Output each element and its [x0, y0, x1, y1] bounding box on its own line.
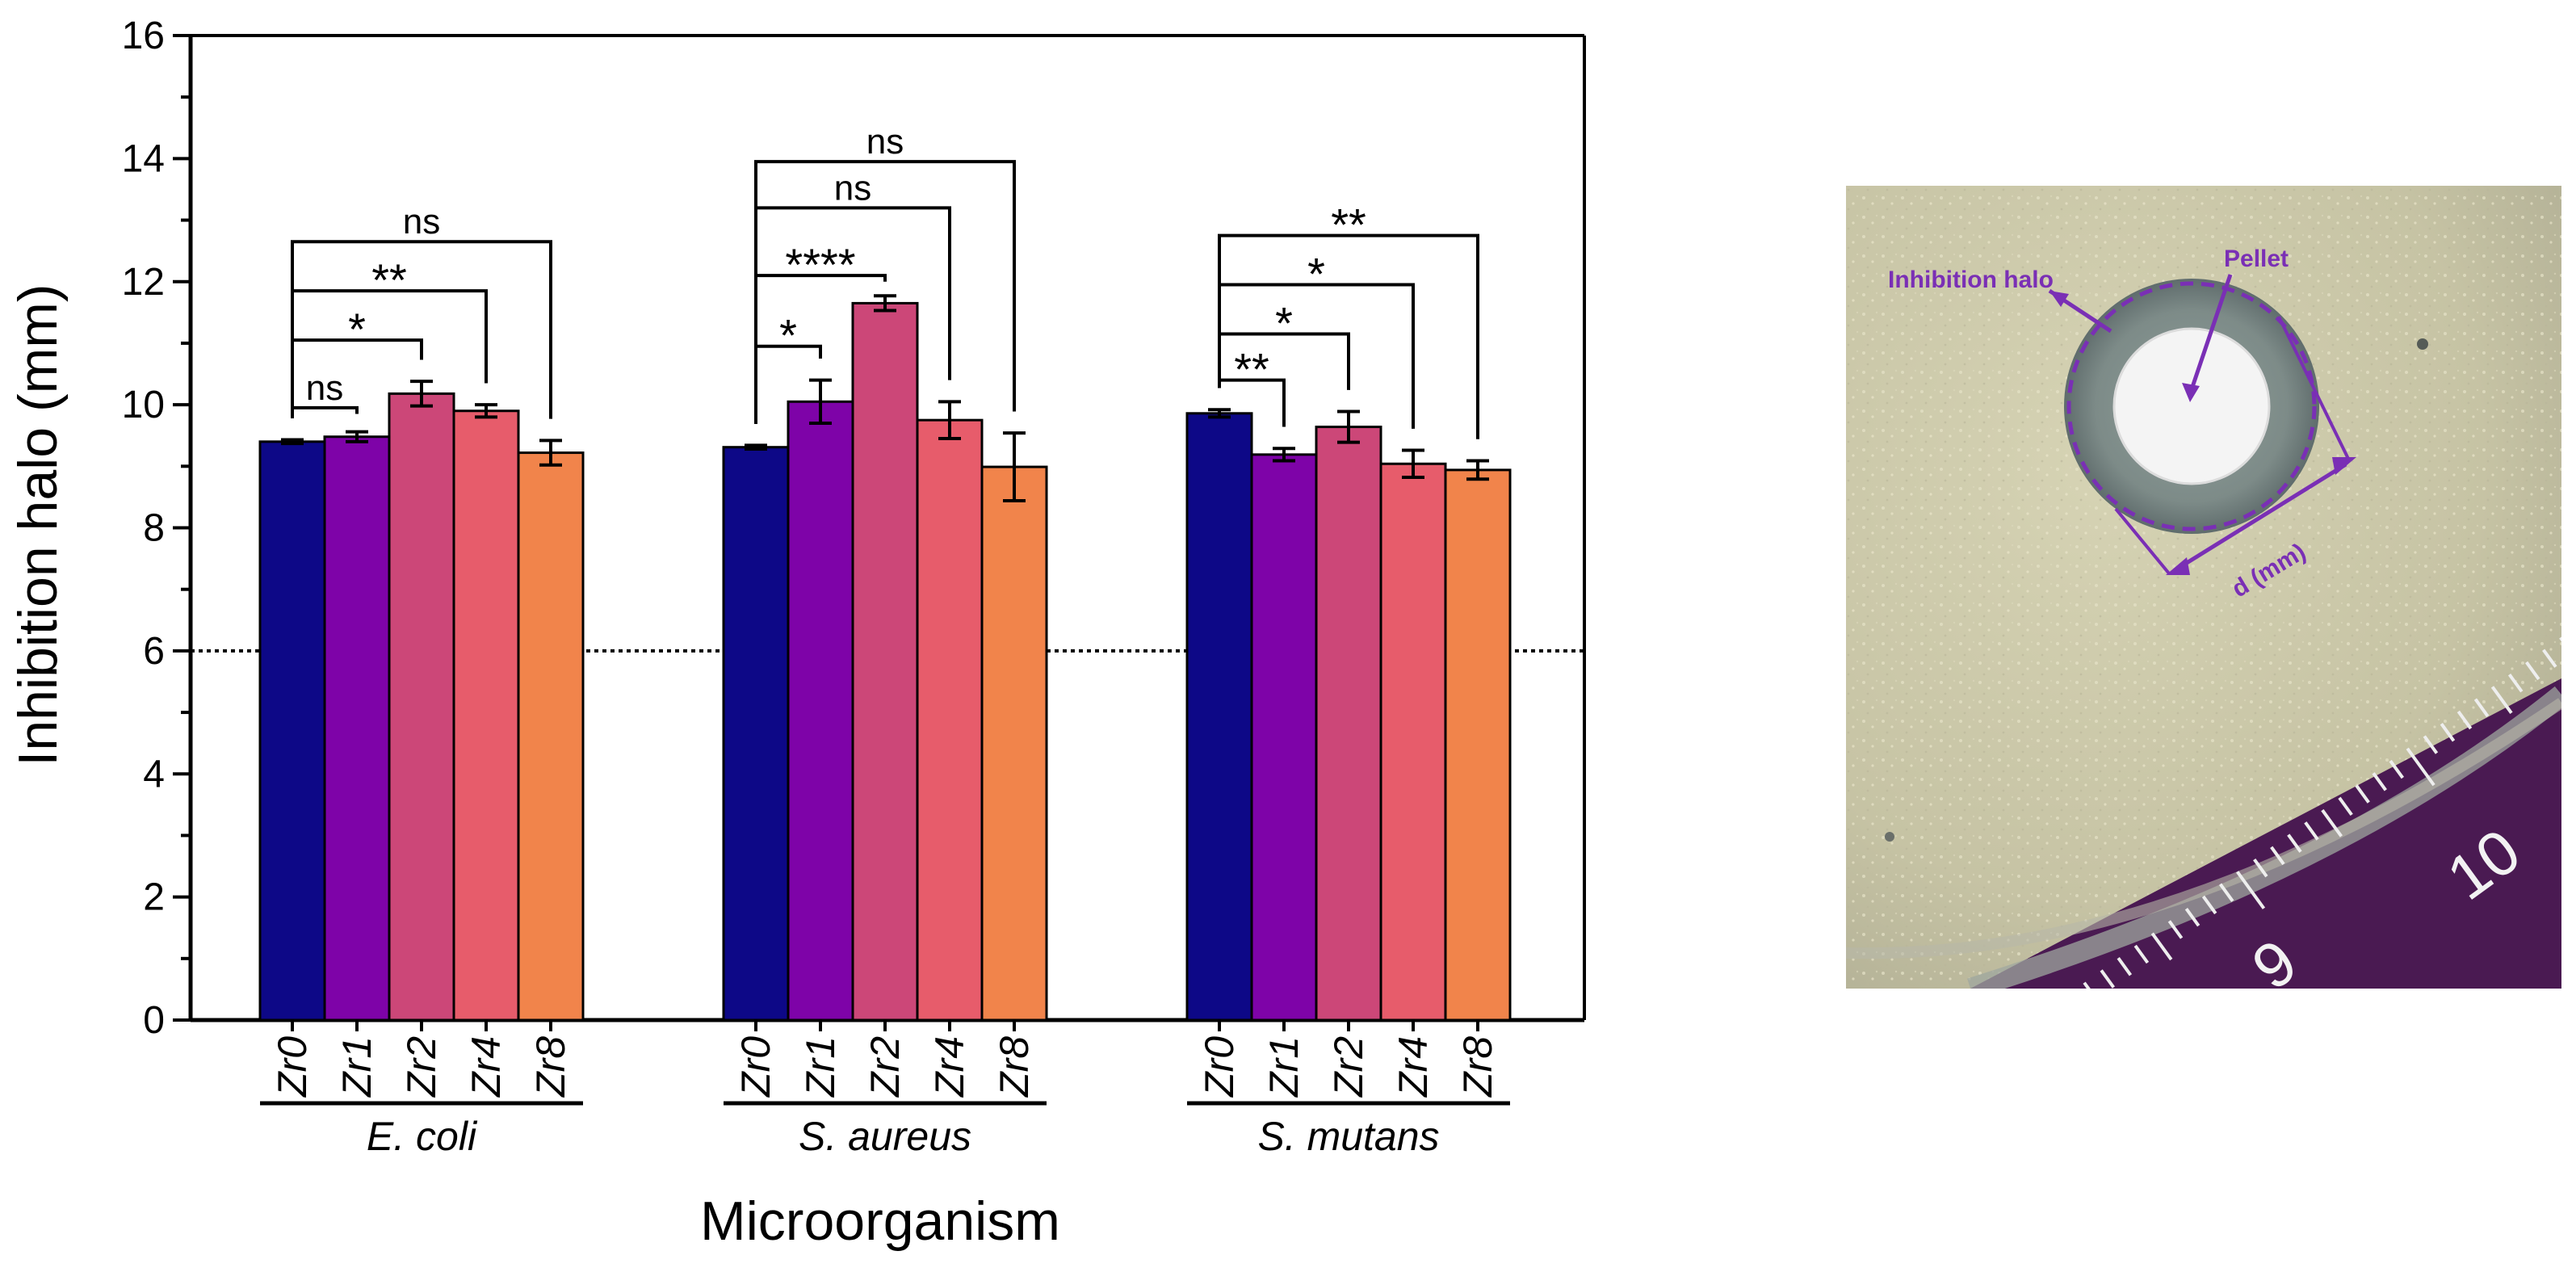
y-axis-title: Inhibition halo (mm) [7, 283, 69, 766]
significance-label: * [348, 304, 366, 355]
bar [517, 451, 585, 1022]
bar [452, 409, 520, 1022]
ruler-tick [2117, 957, 2133, 976]
y-tick-label: 4 [143, 753, 165, 796]
category-label: Zr2 [862, 1036, 908, 1098]
y-tick-label: 10 [122, 384, 165, 426]
ruler-tick [2542, 649, 2557, 668]
significance-label: ** [371, 254, 407, 305]
category-label: Zr8 [1455, 1036, 1500, 1098]
group-label: S. mutans [1257, 1114, 1439, 1159]
ruler-tick [2490, 686, 2513, 715]
ruler-tick [2167, 920, 2184, 939]
inhibition-halo-label: Inhibition halo [1888, 267, 2054, 293]
ruler-tick [2083, 981, 2091, 989]
y-tick-label: 6 [143, 630, 165, 673]
category-label: Zr4 [464, 1036, 509, 1098]
ruler-tick [2067, 995, 2094, 1031]
y-tick-label: 8 [143, 507, 165, 550]
category-label: Zr8 [528, 1036, 573, 1098]
significance-label: * [1307, 249, 1325, 300]
ruler-tick [2133, 944, 2150, 964]
bar [1379, 462, 1447, 1022]
ruler-tick [2100, 969, 2116, 989]
ruler-tick [2287, 833, 2302, 853]
ruler-tick [2235, 871, 2266, 909]
ruler-tick [2473, 698, 2490, 717]
category-label: Zr0 [733, 1036, 778, 1098]
ruler-tick [2355, 784, 2370, 804]
group-label: S. aureus [799, 1114, 971, 1159]
significance-label: ns [866, 122, 904, 162]
bar [1444, 468, 1512, 1022]
significance-label: ns [306, 368, 343, 408]
significance-label: **** [785, 239, 855, 290]
category-label: Zr0 [270, 1036, 315, 1098]
ruler-tick [2440, 723, 2456, 742]
ruler-tick [2525, 661, 2540, 681]
category-label: Zr0 [1197, 1036, 1242, 1098]
y-tick-label: 16 [122, 15, 165, 57]
category-label: Zr2 [1326, 1036, 1371, 1098]
significance-bracket [754, 160, 1016, 424]
significance-label: ** [1331, 199, 1366, 250]
ruler-tick [2218, 883, 2234, 902]
ruler-tick [2150, 932, 2173, 961]
group-label: E. coli [367, 1114, 478, 1159]
significance-bracket [291, 240, 552, 419]
ruler-tick [2304, 821, 2319, 841]
bar [851, 301, 919, 1022]
ruler-tick [2507, 674, 2524, 693]
ruler-tick [2184, 907, 2201, 927]
category-label: Zr4 [927, 1036, 972, 1098]
y-tick-label: 12 [122, 261, 165, 304]
y-tick-label: 14 [122, 137, 165, 180]
pellet [2112, 327, 2271, 485]
y-tick-label: 0 [143, 999, 165, 1042]
category-label: Zr1 [1261, 1036, 1307, 1098]
pellet-label: Pellet [2224, 246, 2289, 272]
ruler-tick [2389, 759, 2405, 779]
significance-bracket [1218, 233, 1479, 439]
category-label: Zr2 [399, 1036, 444, 1098]
ruler-tick [2423, 735, 2439, 754]
category-label: Zr4 [1391, 1036, 1436, 1098]
ruler-tick [2406, 747, 2435, 787]
ruler-tick [2201, 895, 2217, 915]
x-axis-title: Microorganism [700, 1190, 1060, 1252]
significance-label: * [1275, 298, 1293, 349]
ruler-tick [2372, 772, 2387, 791]
ruler-tick [2270, 846, 2285, 866]
y-tick-label: 2 [143, 876, 165, 919]
ruler-tick [2559, 636, 2561, 642]
ruler-tick [2321, 808, 2343, 838]
significance-label: * [779, 310, 797, 361]
ruler-tick [2338, 796, 2353, 817]
bar [722, 446, 790, 1022]
category-label: Zr1 [798, 1036, 843, 1098]
category-label: Zr8 [992, 1036, 1037, 1098]
ruler-tick [2253, 858, 2268, 878]
category-label: Zr1 [334, 1036, 380, 1098]
significance-label: ** [1234, 344, 1269, 395]
significance-label: ns [403, 202, 440, 241]
significance-label: ns [834, 168, 871, 208]
ruler-tick [2456, 710, 2473, 730]
